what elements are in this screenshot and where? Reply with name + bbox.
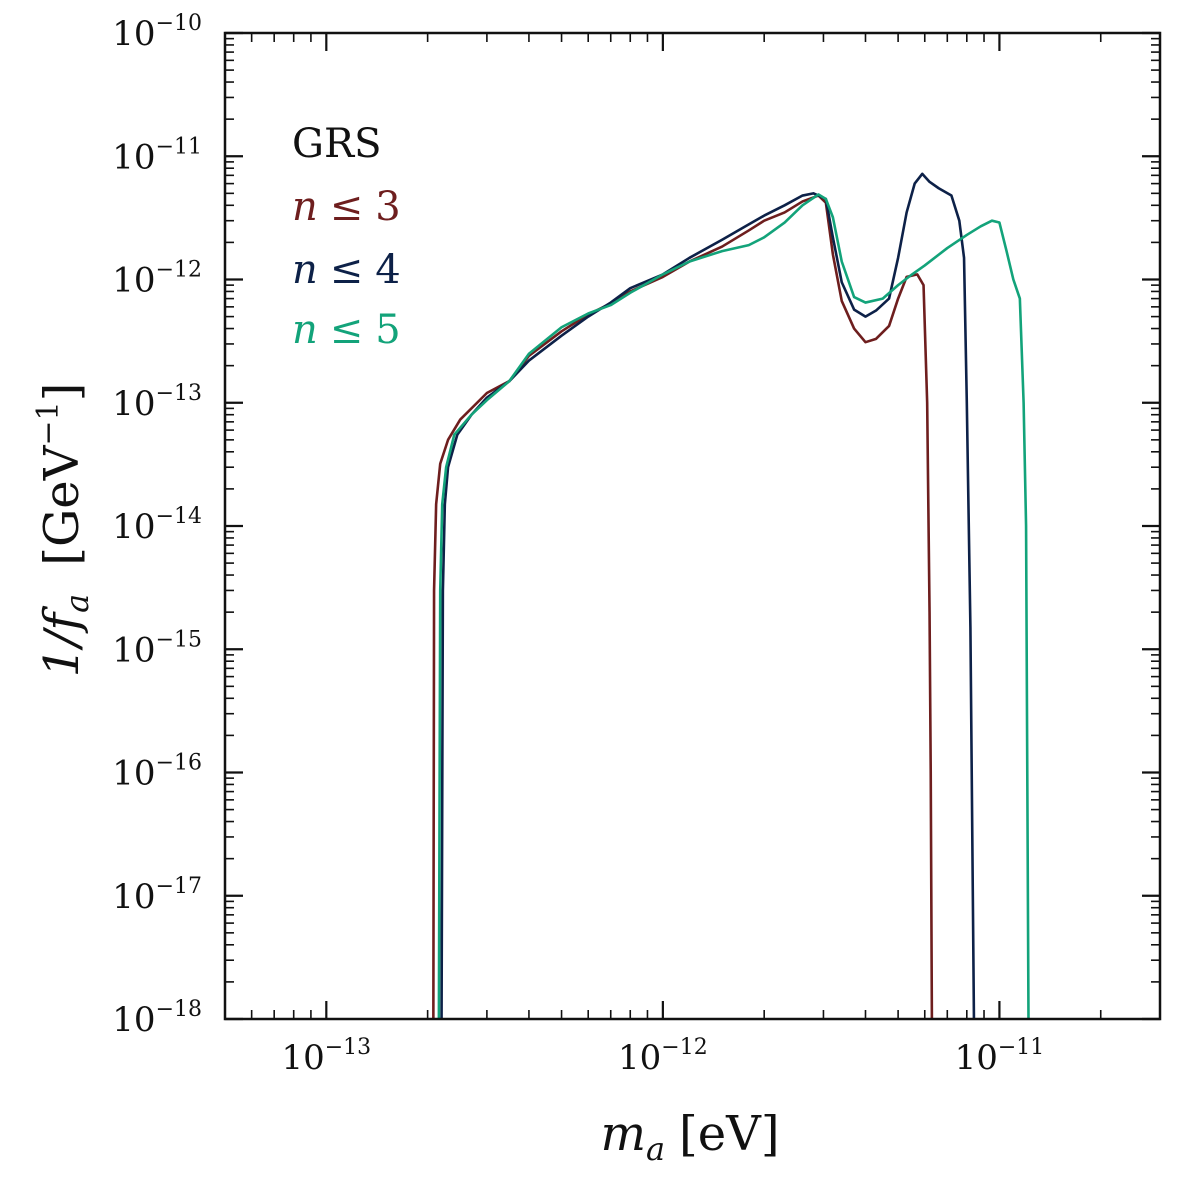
series-line-1 — [432, 194, 934, 1020]
y-tick-label: 10−12 — [112, 258, 202, 301]
legend-title: GRS — [292, 121, 381, 167]
series-layer — [432, 172, 1030, 1020]
y-tick-label: 10−13 — [112, 381, 202, 424]
series-line-3 — [437, 193, 1030, 1020]
y-tick-label: 10−11 — [112, 134, 202, 177]
y-tick-label: 10−16 — [112, 751, 202, 794]
major-ticks — [225, 31, 1160, 1021]
legend-entry-n4: n ≤4 — [292, 247, 401, 293]
y-tick-label: 10−17 — [112, 874, 202, 917]
tick-labels: 10−13 10−12 10−11 10−10 10−11 10−12 10−13 10−14… — [112, 11, 1044, 1078]
legend-entry-n5: n ≤5 — [292, 307, 401, 353]
x-tick-label: 10−12 — [618, 1035, 708, 1078]
x-tick-label: 10−11 — [955, 1035, 1045, 1078]
minor-ticks — [224, 33, 1161, 1019]
x-tick-label: 10−13 — [281, 1035, 371, 1078]
y-axis-title: 1/fa[GeV−1] — [31, 383, 96, 678]
legend-entry-n3: n ≤3 — [292, 184, 401, 230]
y-tick-label: 10−15 — [112, 627, 202, 670]
series-line-2 — [440, 172, 976, 1020]
plot-frame — [223, 31, 1162, 1021]
y-tick-label: 10−14 — [112, 504, 202, 547]
x-axis-title: ma [eV] — [600, 1106, 779, 1168]
y-tick-label: 10−10 — [112, 11, 202, 54]
y-tick-label: 10−18 — [112, 997, 202, 1040]
legend: GRS n ≤3 n ≤4 n ≤5 — [292, 121, 401, 353]
